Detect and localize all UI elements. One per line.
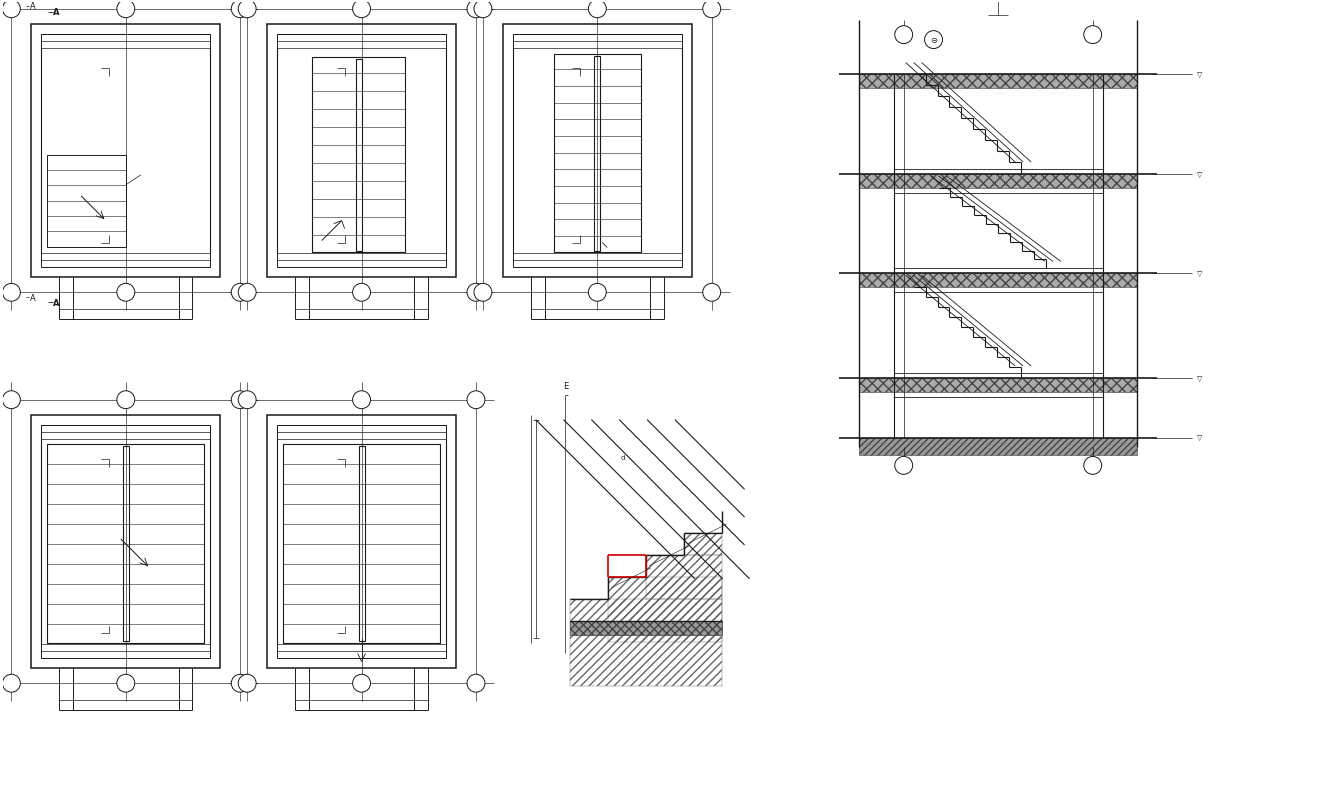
Bar: [503, 25, 691, 278]
Bar: [859, 379, 1138, 392]
Bar: [267, 25, 456, 278]
Circle shape: [232, 1, 249, 18]
Bar: [267, 415, 456, 669]
Text: A: A: [53, 8, 59, 17]
Circle shape: [3, 391, 20, 409]
Text: ▽: ▽: [1197, 375, 1202, 382]
Text: A: A: [53, 298, 59, 307]
Bar: [594, 56, 601, 251]
Bar: [277, 34, 446, 268]
Circle shape: [468, 284, 485, 302]
Circle shape: [474, 284, 491, 302]
Bar: [608, 577, 722, 642]
Circle shape: [1084, 457, 1102, 475]
Circle shape: [353, 1, 370, 18]
Text: d: d: [620, 455, 624, 461]
Text: E: E: [562, 381, 568, 391]
Bar: [553, 55, 641, 253]
Circle shape: [232, 284, 249, 302]
Circle shape: [894, 457, 913, 475]
Text: A: A: [30, 2, 36, 11]
Circle shape: [468, 674, 485, 692]
Circle shape: [925, 31, 943, 50]
Bar: [570, 599, 722, 687]
Bar: [894, 269, 1102, 293]
Circle shape: [468, 391, 485, 409]
Circle shape: [589, 1, 606, 18]
Bar: [512, 34, 682, 268]
Bar: [684, 533, 722, 555]
Text: A: A: [30, 294, 36, 302]
Bar: [647, 555, 722, 599]
Bar: [41, 34, 211, 268]
Bar: [277, 425, 446, 658]
Bar: [47, 445, 204, 644]
Bar: [859, 175, 1138, 188]
Circle shape: [3, 674, 20, 692]
Bar: [859, 274, 1138, 288]
Circle shape: [353, 391, 370, 409]
Bar: [47, 156, 126, 247]
Text: ▽: ▽: [1197, 172, 1202, 178]
Circle shape: [3, 1, 20, 18]
Circle shape: [238, 284, 255, 302]
Bar: [859, 438, 1138, 456]
Bar: [358, 447, 365, 642]
Circle shape: [117, 284, 134, 302]
Bar: [41, 425, 211, 658]
Circle shape: [353, 284, 370, 302]
Circle shape: [238, 1, 255, 18]
Text: ▽: ▽: [1197, 271, 1202, 277]
Text: ▽: ▽: [1197, 435, 1202, 441]
Bar: [32, 415, 220, 669]
Bar: [312, 58, 406, 253]
Circle shape: [238, 391, 255, 409]
Circle shape: [117, 391, 134, 409]
Circle shape: [117, 1, 134, 18]
Bar: [122, 447, 129, 642]
Circle shape: [589, 284, 606, 302]
Text: ⊝: ⊝: [930, 36, 938, 45]
Circle shape: [703, 284, 720, 302]
Circle shape: [3, 284, 20, 302]
Circle shape: [1084, 26, 1102, 45]
Bar: [32, 25, 220, 278]
Bar: [283, 445, 440, 644]
Circle shape: [468, 1, 485, 18]
Bar: [894, 170, 1102, 193]
Circle shape: [232, 674, 249, 692]
Circle shape: [353, 674, 370, 692]
Circle shape: [894, 26, 913, 45]
Bar: [859, 75, 1138, 89]
Bar: [894, 374, 1102, 397]
Circle shape: [117, 674, 134, 692]
Circle shape: [238, 674, 255, 692]
Circle shape: [232, 391, 249, 409]
Text: ▽: ▽: [1197, 72, 1202, 79]
Bar: [570, 621, 722, 636]
Circle shape: [703, 1, 720, 18]
Bar: [356, 59, 362, 251]
Circle shape: [474, 1, 491, 18]
